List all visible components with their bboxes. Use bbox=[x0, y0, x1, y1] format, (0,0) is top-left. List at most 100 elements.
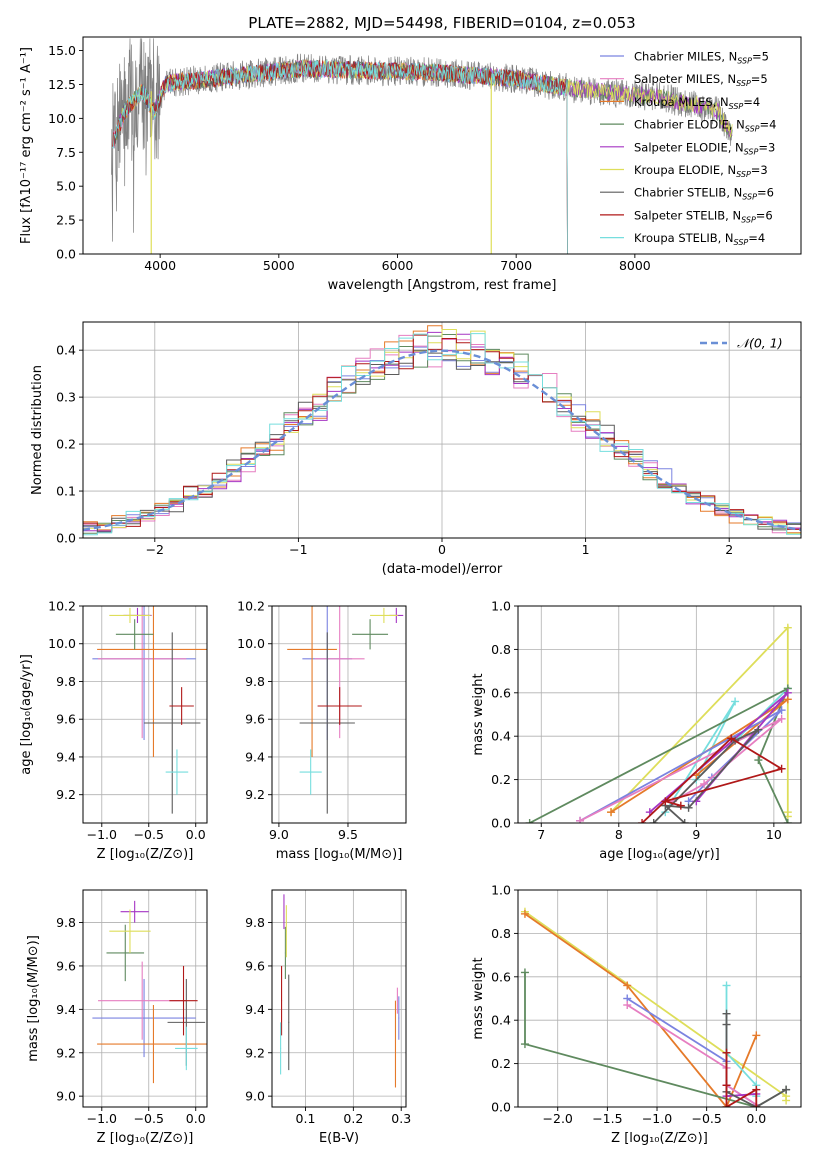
x-tick-label: 6000 bbox=[382, 258, 414, 273]
y-tick-label: 0.2 bbox=[491, 1056, 511, 1071]
x-axis-label: age [log₁₀(age/yr)] bbox=[599, 847, 720, 862]
grid-lines bbox=[272, 890, 406, 1107]
y-tick-label: 9.0 bbox=[245, 1089, 265, 1104]
panel-weight-vs-age: 7 8 9 10 0.0 0.2 0.4 0.6 0.8 1.0 age [log₁₀(age/yr… bbox=[471, 599, 802, 862]
mass-weight-line bbox=[524, 972, 787, 1107]
plot-area bbox=[525, 623, 792, 823]
error-bar bbox=[169, 687, 194, 725]
y-tick-label: 1.0 bbox=[491, 599, 511, 614]
panel-mass-vs-Z: −1.0 −0.5 0.0 9.0 9.2 9.4 9.6 9.8 Z [log₁₀(Z/Z⊙)… bbox=[26, 889, 208, 1146]
y-tick-label: 9.8 bbox=[245, 915, 265, 930]
axes-frame: −2.0 −1.5 −1.0 −0.5 0.0 0.0 0.2 0.4 0.6 0.8 1.0 Z [… bbox=[471, 883, 802, 1146]
error-bar bbox=[284, 926, 286, 979]
x-tick-label: −1 bbox=[289, 542, 307, 557]
plus-marker bbox=[520, 909, 529, 918]
x-tick-label: 10 bbox=[766, 827, 782, 842]
grid-lines bbox=[518, 889, 801, 1108]
legend-label-text: Chabrier STELIB, N bbox=[634, 186, 742, 200]
plus-marker bbox=[700, 779, 709, 788]
plus-marker bbox=[661, 797, 670, 806]
plus-marker bbox=[754, 756, 763, 765]
y-tick-label: 9.2 bbox=[56, 1045, 76, 1060]
plus-marker bbox=[782, 1096, 791, 1105]
x-tick-label: 0.0 bbox=[186, 1111, 206, 1126]
y-tick-label: 15.0 bbox=[48, 43, 76, 58]
y-tick-label: 0.6 bbox=[491, 685, 511, 700]
legend-label-text: Salpeter STELIB, N bbox=[634, 208, 741, 222]
axes-box bbox=[82, 889, 208, 1108]
legend-label: Salpeter STELIB, NSSP=6 bbox=[634, 208, 773, 224]
y-tick-label: 9.2 bbox=[56, 787, 76, 802]
x-tick-label: 0.2 bbox=[343, 1111, 363, 1126]
legend-label-text: Salpeter MILES, N bbox=[634, 72, 736, 86]
panel-residuals: −2 −1 0 1 2 0.0 0.1 0.2 0.3 0.4 (data-model)/error… bbox=[30, 321, 802, 577]
error-bar bbox=[299, 632, 355, 814]
legend-label-sub: SSP bbox=[736, 79, 751, 88]
x-tick-label: 0.0 bbox=[746, 1111, 766, 1126]
legend-label-value: =4 bbox=[748, 231, 765, 245]
error-bar bbox=[109, 909, 151, 953]
plus-marker bbox=[525, 819, 534, 823]
y-tick-label: 12.5 bbox=[48, 77, 76, 92]
model-spectrum-line bbox=[112, 59, 568, 254]
y-tick-label: 1.0 bbox=[491, 883, 511, 898]
axes-box bbox=[517, 889, 802, 1108]
y-tick-label: 9.0 bbox=[56, 1089, 76, 1104]
legend-label-value: =5 bbox=[752, 50, 769, 64]
y-tick-label: 9.6 bbox=[245, 958, 265, 973]
x-tick-label: 5000 bbox=[263, 258, 295, 273]
x-tick-label: −1.0 bbox=[87, 1111, 117, 1126]
axes-frame: 9.0 9.5 9.2 9.4 9.6 9.8 10.0 10.2 mass [log₁₀(M/… bbox=[237, 599, 407, 862]
y-tick-label: 9.8 bbox=[56, 674, 76, 689]
x-tick-label: 0.1 bbox=[296, 1111, 316, 1126]
mass-weight-line bbox=[653, 728, 760, 823]
legend-label-value: =5 bbox=[751, 72, 768, 86]
plus-marker bbox=[638, 819, 647, 823]
mass-weight-line bbox=[524, 913, 758, 1107]
x-tick-label: 9.0 bbox=[269, 827, 289, 842]
histogram-step bbox=[83, 334, 801, 530]
axes-box bbox=[271, 889, 407, 1108]
legend-label-value: =6 bbox=[756, 208, 773, 222]
y-tick-label: 9.6 bbox=[56, 712, 76, 727]
legend-label: Chabrier ELODIE, NSSP=4 bbox=[634, 118, 776, 134]
y-tick-label: 0.6 bbox=[491, 969, 511, 984]
x-axis-label: Z [log₁₀(Z/Z⊙)] bbox=[611, 1131, 708, 1146]
y-tick-label: 10.0 bbox=[48, 111, 76, 126]
axes-frame: −2 −1 0 1 2 0.0 0.1 0.2 0.3 0.4 (data-model)/error… bbox=[30, 321, 802, 577]
plus-marker bbox=[783, 623, 792, 632]
error-bar bbox=[299, 749, 322, 795]
y-tick-label: 0.8 bbox=[491, 926, 511, 941]
grid-lines bbox=[83, 605, 207, 823]
x-tick-label: 0.0 bbox=[186, 827, 206, 842]
grid-lines bbox=[518, 605, 801, 824]
axes-frame: −1.0 −0.5 0.0 9.0 9.2 9.4 9.6 9.8 Z [log₁₀(Z/Z⊙)… bbox=[26, 889, 208, 1146]
plus-marker bbox=[783, 819, 792, 823]
legend-label-text: Salpeter ELODIE, N bbox=[634, 140, 744, 154]
legend-label-text: Kroupa STELIB, N bbox=[634, 231, 734, 245]
x-tick-label: 2 bbox=[725, 542, 733, 557]
error-bar bbox=[109, 607, 151, 623]
plus-marker bbox=[754, 725, 763, 734]
y-tick-label: 9.2 bbox=[245, 1045, 265, 1060]
x-tick-label: −2.0 bbox=[543, 1111, 573, 1126]
y-tick-label: 9.4 bbox=[245, 1002, 265, 1017]
x-tick-label: 7 bbox=[537, 827, 545, 842]
y-tick-label: 9.6 bbox=[245, 712, 265, 727]
y-tick-label: 7.5 bbox=[56, 145, 76, 160]
plus-marker bbox=[752, 1031, 761, 1040]
plot-area bbox=[92, 900, 207, 1084]
histogram-step bbox=[83, 329, 801, 535]
plus-marker bbox=[676, 801, 685, 810]
axes-frame: −1.0 −0.5 0.0 9.2 9.4 9.6 9.8 10.0 10.2 Z [log₁₀(… bbox=[19, 599, 208, 862]
error-bar bbox=[97, 606, 207, 757]
y-axis-label: Flux [fλ10⁻¹⁷ erg cm⁻² s⁻¹ A⁻¹] bbox=[19, 47, 34, 244]
error-bar bbox=[97, 1005, 207, 1084]
y-tick-label: 9.4 bbox=[56, 1002, 76, 1017]
panel-spectrum: 4000 5000 6000 7000 8000 0.0 2.5 5.0 7.5 10.0 12.5… bbox=[19, 14, 802, 293]
y-tick-label: 0.3 bbox=[56, 390, 76, 405]
plus-marker bbox=[520, 1040, 529, 1049]
legend-label: Kroupa STELIB, NSSP=4 bbox=[634, 231, 765, 247]
plus-marker bbox=[649, 819, 658, 823]
